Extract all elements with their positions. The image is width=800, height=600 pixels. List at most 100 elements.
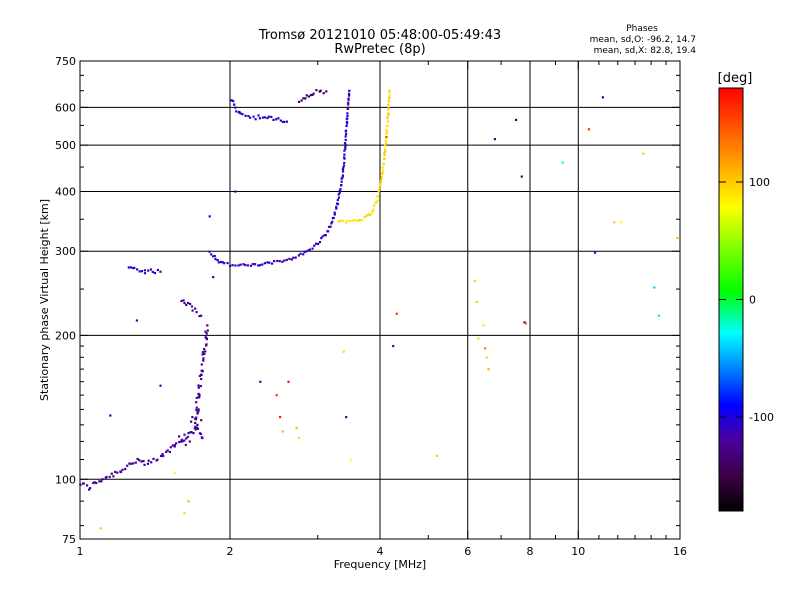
data-point	[343, 161, 346, 165]
data-point	[380, 177, 383, 181]
data-point	[307, 95, 310, 98]
y-tick-label: 75	[62, 533, 76, 546]
data-point	[388, 89, 391, 92]
data-point	[383, 157, 386, 160]
data-point	[194, 307, 197, 310]
data-point	[195, 396, 198, 399]
phase-legend-o-stats: mean, sd,O: -96.2, 14.7	[590, 35, 696, 45]
data-point	[383, 154, 386, 157]
data-point	[254, 263, 257, 266]
data-point	[287, 380, 290, 383]
data-point	[200, 419, 203, 422]
chart-subtitle: RwPretec (8p)	[334, 42, 425, 57]
data-point	[180, 438, 183, 441]
data-point	[194, 428, 197, 431]
data-point	[379, 184, 382, 187]
data-point	[340, 177, 343, 180]
y-tick-label: 600	[55, 101, 76, 114]
data-point	[259, 264, 262, 267]
data-point	[345, 221, 348, 224]
data-point	[315, 89, 318, 92]
data-point	[89, 487, 92, 490]
data-point	[203, 352, 206, 355]
data-point	[187, 432, 190, 435]
data-point	[312, 92, 315, 95]
data-point	[335, 207, 338, 210]
data-point	[114, 470, 117, 473]
chart-title: Tromsø 20121010 05:48:00-05:49:43	[258, 28, 501, 43]
data-point	[477, 337, 480, 340]
data-point	[344, 135, 347, 138]
data-point	[279, 416, 282, 419]
data-point	[343, 157, 346, 160]
data-point	[146, 462, 149, 465]
data-point	[143, 463, 146, 466]
y-tick-label: 400	[55, 185, 76, 198]
data-point	[657, 314, 660, 317]
data-point	[384, 144, 387, 147]
data-point	[268, 261, 271, 264]
data-point	[226, 262, 229, 265]
data-point	[384, 139, 387, 142]
data-point	[386, 117, 389, 120]
data-point	[387, 114, 390, 117]
data-point	[140, 270, 143, 273]
data-point	[379, 182, 382, 185]
data-point	[263, 116, 266, 119]
data-point	[285, 120, 288, 123]
data-point	[124, 467, 127, 471]
data-point	[345, 120, 349, 123]
data-point	[246, 264, 249, 267]
title-group: Tromsø 20121010 05:48:00-05:49:43 RwPret…	[258, 28, 501, 57]
data-point	[295, 427, 298, 430]
data-point	[134, 461, 137, 464]
data-point	[319, 89, 322, 92]
data-point	[493, 138, 496, 141]
x-tick-label: 6	[464, 545, 471, 558]
data-point	[386, 124, 389, 127]
data-point	[283, 120, 286, 123]
data-point	[183, 302, 186, 305]
data-point	[344, 138, 347, 142]
data-point	[380, 173, 383, 176]
data-point	[315, 242, 318, 245]
data-point	[168, 450, 171, 453]
data-point	[252, 115, 255, 118]
data-point	[196, 427, 200, 430]
data-point	[299, 252, 302, 255]
data-point	[368, 214, 372, 217]
grid	[80, 61, 680, 539]
data-point	[337, 196, 340, 199]
data-point	[363, 216, 366, 219]
data-point	[297, 437, 301, 440]
data-point	[143, 272, 147, 275]
data-point	[281, 260, 284, 263]
data-point	[347, 98, 350, 101]
data-point	[136, 457, 139, 461]
phase-legend-x-stats: mean, sd,X: 82.8, 19.4	[594, 46, 697, 56]
data-point	[561, 161, 564, 164]
data-point	[475, 300, 478, 304]
data-point	[271, 262, 274, 265]
data-point	[373, 204, 376, 207]
data-point	[183, 439, 186, 442]
data-point	[159, 384, 162, 387]
data-point	[333, 211, 336, 214]
data-point	[95, 481, 98, 485]
data-point	[379, 179, 382, 183]
data-point	[208, 250, 211, 253]
data-point	[278, 260, 281, 263]
data-point	[132, 462, 135, 465]
data-point	[385, 132, 388, 135]
data-point	[185, 303, 188, 306]
colorbar-tick-label: 100	[749, 176, 770, 189]
data-point	[395, 312, 398, 315]
data-point	[188, 440, 191, 443]
data-point	[190, 420, 193, 423]
data-point	[199, 432, 202, 436]
data-point	[317, 242, 320, 246]
data-point	[387, 99, 390, 102]
data-point	[195, 416, 198, 419]
data-point	[234, 190, 237, 193]
data-point	[202, 359, 205, 362]
